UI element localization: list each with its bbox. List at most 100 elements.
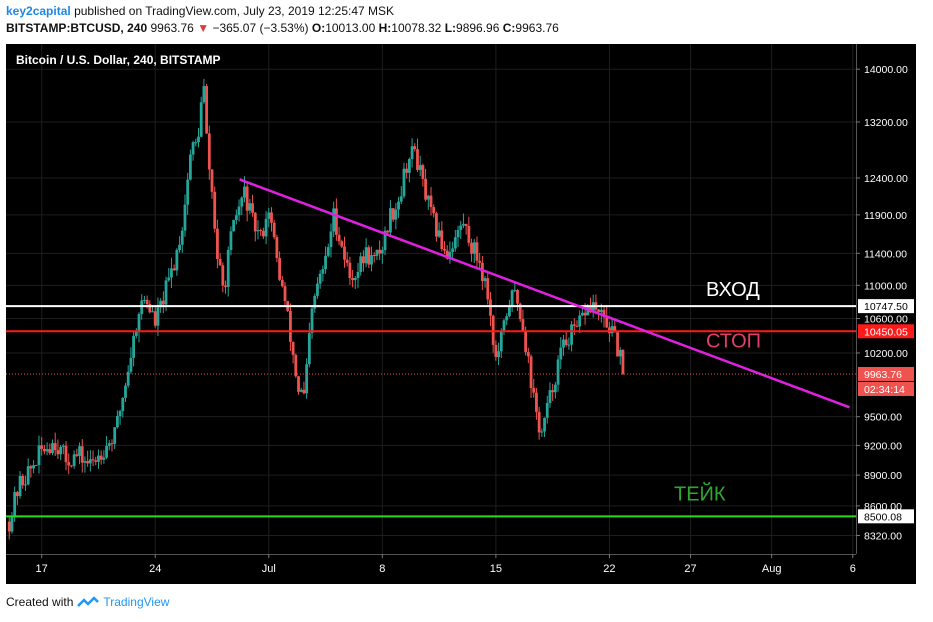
author-link[interactable]: key2capital (6, 4, 71, 18)
price-axis[interactable]: 8320.008600.008900.009200.009500.0010200… (856, 44, 916, 584)
candle-body (167, 277, 171, 281)
y-tick-label: 14000.00 (864, 64, 908, 76)
last-price: 9963.76 (150, 21, 194, 35)
open-label: O: (311, 21, 326, 35)
candle-body (283, 286, 287, 302)
candle-body (107, 443, 111, 446)
candle-body (240, 197, 244, 207)
candle-body (605, 317, 609, 328)
y-tick-label: 9200.00 (864, 440, 902, 452)
candle-body (226, 250, 230, 287)
candle-body (143, 299, 146, 301)
candle-body (440, 230, 444, 250)
candle-body (494, 344, 498, 358)
candle-body (78, 446, 81, 456)
candle-body (199, 102, 203, 137)
candle-body (329, 231, 333, 248)
candle-body (132, 335, 136, 358)
y-tick-label: 10600.00 (864, 314, 908, 326)
candle-body (351, 277, 354, 281)
tradingview-brand[interactable]: TradingView (103, 595, 170, 609)
y-tick-label: 11400.00 (864, 248, 907, 260)
candle-body (383, 230, 387, 251)
candle-body (188, 154, 192, 180)
candle-body (40, 445, 44, 449)
low-label: L: (444, 21, 457, 35)
x-tick-label: 17 (36, 563, 48, 575)
candle-body (264, 218, 268, 237)
take-price-tag (858, 509, 914, 524)
candle-body (102, 457, 106, 460)
candle-body (429, 195, 433, 208)
candle-body (443, 249, 446, 251)
candle-body (348, 262, 352, 278)
candle-body (480, 262, 484, 282)
candle-body (618, 349, 622, 357)
candle-body (583, 312, 587, 316)
candle-body (137, 314, 141, 332)
candle-body (53, 443, 57, 451)
candle-body (145, 299, 149, 304)
time-axis[interactable]: 17 24 Jul 8 15 22 27 Aug 6 (6, 554, 856, 575)
candle-body (156, 307, 160, 326)
candle-body (324, 255, 327, 270)
candle-body (305, 364, 309, 394)
candle-body (380, 250, 384, 254)
candle-body (437, 230, 441, 237)
candle-body (97, 455, 100, 462)
symbol: BITSTAMP:BTCUSD, 240 (6, 21, 148, 35)
created-with-text: Created with (6, 595, 74, 609)
candle-body (524, 330, 528, 353)
candle-body (580, 312, 584, 316)
candle-body (153, 311, 157, 326)
candle-body (37, 445, 41, 466)
candle-body (229, 231, 233, 251)
current-price-tag-label: 9963.76 (864, 369, 902, 381)
candle-body (364, 247, 368, 264)
candle-body (24, 484, 27, 486)
candle-body (337, 234, 341, 242)
candle-body (118, 411, 122, 417)
candle-body (567, 344, 571, 346)
candle-body (75, 454, 79, 456)
candle-body (83, 461, 87, 463)
x-tick-label: 15 (490, 563, 502, 575)
stop-price-tag-label: 10450.05 (864, 326, 908, 338)
candle-body (502, 320, 506, 331)
candle-body (313, 295, 317, 309)
candle-body (564, 339, 568, 346)
high-value: 10078.32 (391, 21, 442, 35)
candle-body (559, 347, 563, 360)
candle-body (161, 300, 165, 305)
candle-body (70, 465, 73, 467)
candle-body (486, 278, 490, 300)
y-tick-label: 9500.00 (864, 412, 902, 424)
candle-body (124, 385, 127, 398)
publish-line: key2capital published on TradingView.com… (6, 3, 926, 20)
candle-body (218, 259, 222, 266)
price-change: −365.07 (−3.53%) (212, 21, 309, 35)
candle-body (302, 389, 306, 394)
candle-body (407, 159, 411, 173)
candle-body (175, 250, 179, 271)
chart-title: Bitcoin / U.S. Dollar, 240, BITSTAMP (16, 53, 220, 67)
candle-body (597, 309, 601, 312)
candle-body (205, 86, 209, 134)
x-tick-label: Jul (262, 563, 276, 575)
levels: ВХОД СТОП ТЕЙК (6, 279, 856, 518)
candle-body (251, 203, 254, 213)
candle-body (243, 186, 246, 198)
trendline[interactable] (239, 178, 850, 409)
candle-body (253, 212, 257, 232)
y-tick-label: 13200.00 (864, 117, 908, 129)
candle-body (378, 249, 382, 254)
candle-body (432, 207, 436, 214)
candle-body (34, 465, 38, 467)
candle-body (453, 237, 457, 249)
ohlc-line: BITSTAMP:BTCUSD, 240 9963.76 ▼ −365.07 (… (6, 20, 926, 37)
candle-body (451, 248, 455, 253)
candle-body (134, 331, 138, 336)
candle-body (216, 228, 219, 260)
candle-body (183, 204, 187, 231)
